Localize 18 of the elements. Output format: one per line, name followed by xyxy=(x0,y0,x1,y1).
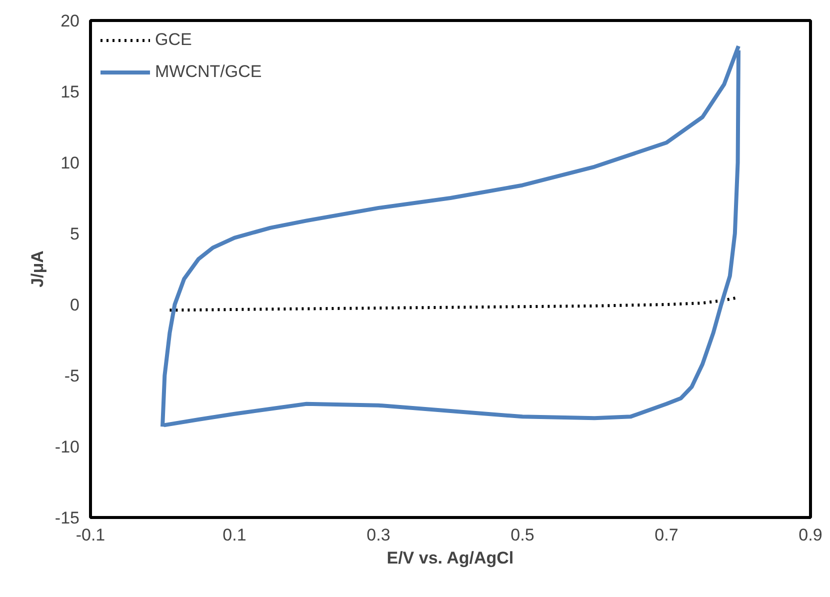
y-tick-label: 20 xyxy=(60,12,80,30)
legend-label: GCE xyxy=(155,30,192,50)
legend-label: MWCNT/GCE xyxy=(155,62,262,82)
y-tick-label: 0 xyxy=(70,296,80,314)
x-tick-label: 0.5 xyxy=(510,526,534,544)
x-tick-label: 0.9 xyxy=(798,526,822,544)
y-tick-label: 5 xyxy=(70,224,80,244)
y-tick-label: -15 xyxy=(54,508,80,528)
y-tick-label: -5 xyxy=(64,366,80,386)
x-axis-title: E/V vs. Ag/AgCl xyxy=(386,548,514,568)
y-axis-title: J/μA xyxy=(28,250,47,288)
x-tick-label: 0.7 xyxy=(654,526,678,544)
x-tick-label: 0.3 xyxy=(366,526,390,544)
x-tick-label: 0.1 xyxy=(222,526,246,544)
x-tick-label: -0.1 xyxy=(76,526,106,544)
y-tick-label: -10 xyxy=(54,438,80,456)
y-tick-label: 15 xyxy=(60,82,80,102)
y-tick-label: 10 xyxy=(60,154,80,172)
